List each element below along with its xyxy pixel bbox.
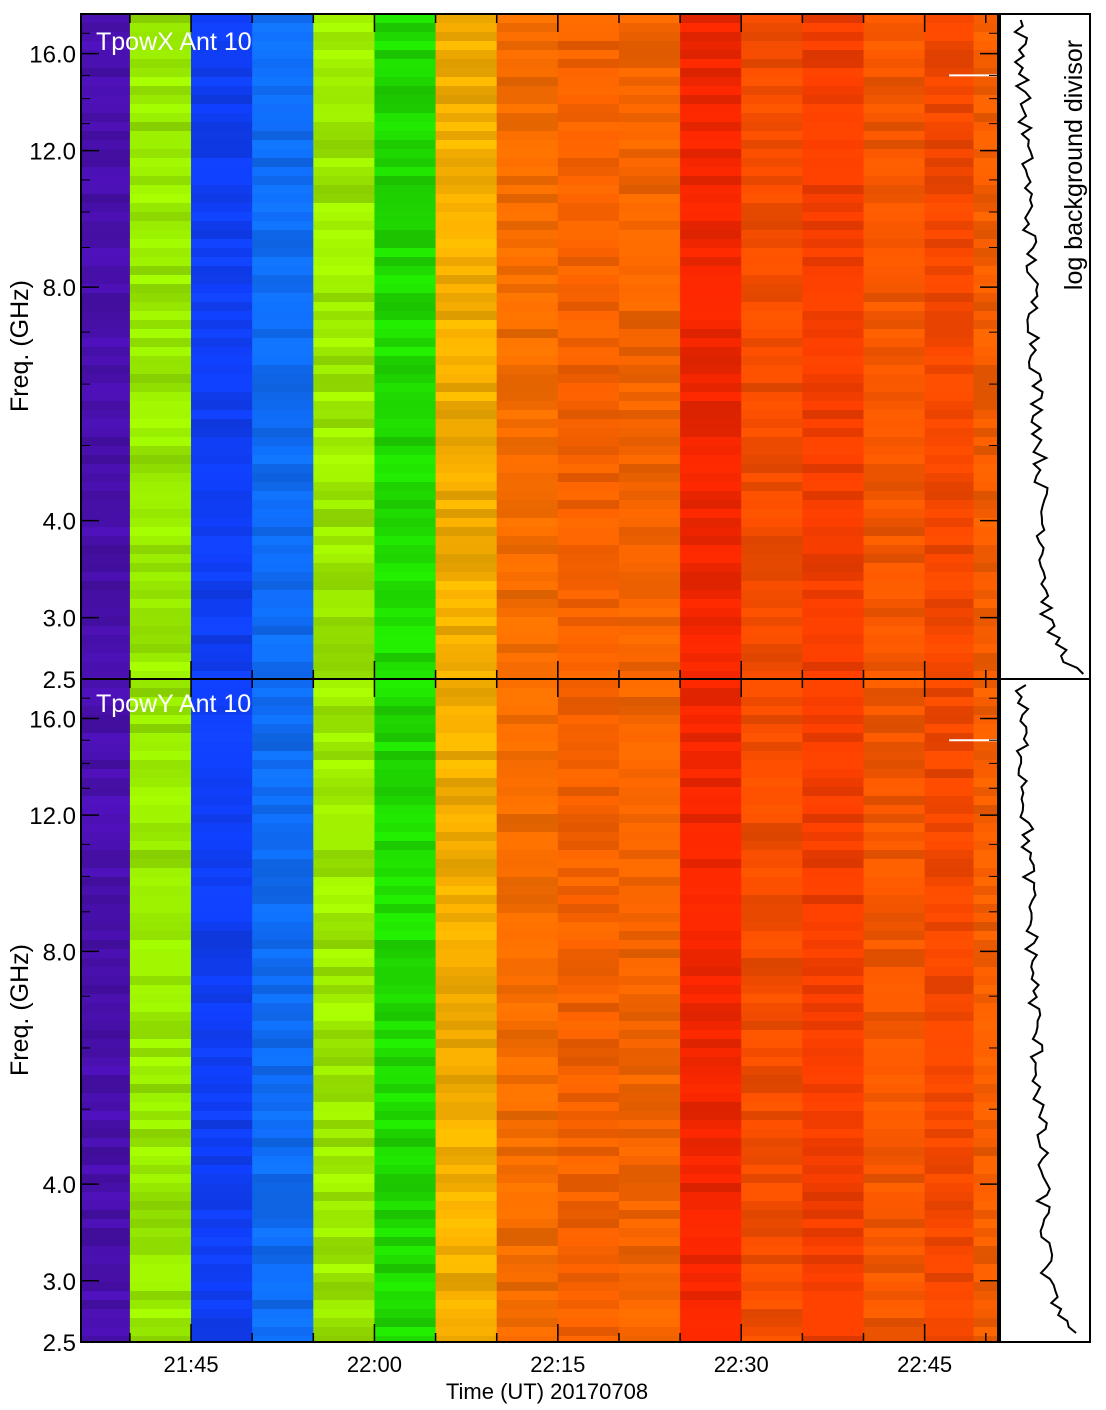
y-tick-label: 4.0: [43, 1172, 76, 1199]
y-tick-12.0: 12.0: [29, 139, 998, 166]
heatmap-column-2200: [374, 679, 437, 1342]
heatmap-column-2245: [924, 14, 975, 679]
y-tick-label: 8.0: [43, 939, 76, 966]
heatmap-tpowx: [81, 14, 998, 679]
y-tick-label: 12.0: [29, 139, 76, 166]
y-tick-label: 2.5: [43, 667, 76, 694]
heatmap-column-2210: [496, 679, 559, 1342]
y-tick-8.0: 8.0: [43, 275, 998, 302]
heatmap-column-2140: [129, 14, 192, 679]
heatmap-column-2215: [557, 679, 620, 1342]
heatmap-column-2245: [924, 679, 975, 1342]
y-tick-label: 3.0: [43, 606, 76, 633]
background-divisor-curve-tpowx: [1013, 19, 1085, 675]
heatmap-column-2240: [863, 14, 926, 679]
y-axis-label-tpowx: Freq. (GHz): [6, 280, 34, 412]
y-tick-3.0: 3.0: [43, 1269, 998, 1296]
x-tick-label: 22:15: [530, 1352, 585, 1377]
heatmap-column-2220: [618, 14, 681, 679]
heatmap-column-2155: [313, 679, 376, 1342]
y-tick-label: 4.0: [43, 509, 76, 536]
side-panel-frame-tpowx: [999, 13, 1091, 680]
y-tick-label: 12.0: [29, 803, 76, 830]
heatmap-column-2155: [313, 14, 376, 679]
heatmap-column-2215: [557, 14, 620, 679]
plot-frame-tpowy: [80, 678, 999, 1343]
x-tick-label: 22:45: [897, 1352, 952, 1377]
heatmap-column-2249: [973, 679, 998, 1342]
y-tick-label: 3.0: [43, 1269, 76, 1296]
x-tick-label: 22:00: [347, 1352, 402, 1377]
heatmap-column-2210: [496, 14, 559, 679]
y-tick-16.0: 16.0: [29, 707, 998, 734]
panel-title-tpowy: TpowY Ant 10: [96, 690, 251, 718]
heatmap-column-2140: [129, 679, 192, 1342]
heatmap-column-2225: [680, 14, 742, 679]
heatmap-column-2230: [741, 679, 803, 1342]
ticks-tpowy: 2.5 3.0 4.0 8.0 12.0 16.0: [29, 679, 998, 1357]
x-tick-label: 21:45: [164, 1352, 219, 1377]
heatmap-column-2150: [252, 14, 314, 679]
heatmap-column-2240: [863, 679, 926, 1342]
heatmap-column-2200: [374, 14, 437, 679]
heatmap-column-2235: [802, 14, 865, 679]
y-tick-2.5: 2.5: [43, 1330, 998, 1357]
x-axis: 21:45 22:00 22:15 22:30 22:45: [164, 1352, 953, 1377]
x-axis-label: Time (UT) 20170708: [446, 1379, 648, 1404]
heatmap-tpowy: [81, 679, 998, 1342]
background-divisor-curve-tpowy: [1014, 684, 1077, 1334]
heatmap-column-2225: [680, 679, 742, 1342]
heatmap-column-2205: [435, 679, 498, 1342]
y-tick-label: 16.0: [29, 42, 76, 69]
heatmap-column-2235: [802, 679, 865, 1342]
heatmap-column-2220: [618, 679, 681, 1342]
y-tick-4.0: 4.0: [43, 509, 998, 536]
y-tick-16.0: 16.0: [29, 42, 998, 69]
y-tick-label: 2.5: [43, 1330, 76, 1357]
y-tick-4.0: 4.0: [43, 1172, 998, 1199]
y-tick-12.0: 12.0: [29, 803, 998, 830]
side-panel-frame-tpowy: [999, 678, 1091, 1343]
y-tick-label: 16.0: [29, 707, 76, 734]
panel-title-tpowx: TpowX Ant 10: [96, 28, 252, 56]
y-tick-label: 8.0: [43, 275, 76, 302]
heatmap-column-2136: [81, 679, 131, 1342]
heatmap-column-2145: [191, 14, 253, 679]
x-tick-label: 22:30: [714, 1352, 769, 1377]
y-tick-3.0: 3.0: [43, 606, 998, 633]
y-tick-8.0: 8.0: [43, 939, 998, 966]
heatmap-column-2230: [741, 14, 803, 679]
heatmap-column-2145: [191, 679, 253, 1342]
ticks-tpowx: 2.5 3.0 4.0 8.0 12.0 16.0: [29, 14, 998, 694]
heatmap-column-2205: [435, 14, 498, 679]
heatmap-column-2249: [973, 14, 998, 679]
panel-tpowx: 2.5 3.0 4.0 8.0 12.0 16.0 TpowX Ant 10 Freq. …: [6, 13, 1091, 694]
heatmap-column-2136: [81, 14, 131, 679]
heatmap-column-2150: [252, 679, 314, 1342]
side-panel-label: log background divisor: [1060, 40, 1088, 290]
y-axis-label-tpowy: Freq. (GHz): [6, 944, 34, 1076]
panel-tpowy: 2.5 3.0 4.0 8.0 12.0 16.0 TpowY Ant 10 Freq. …: [6, 678, 1091, 1357]
